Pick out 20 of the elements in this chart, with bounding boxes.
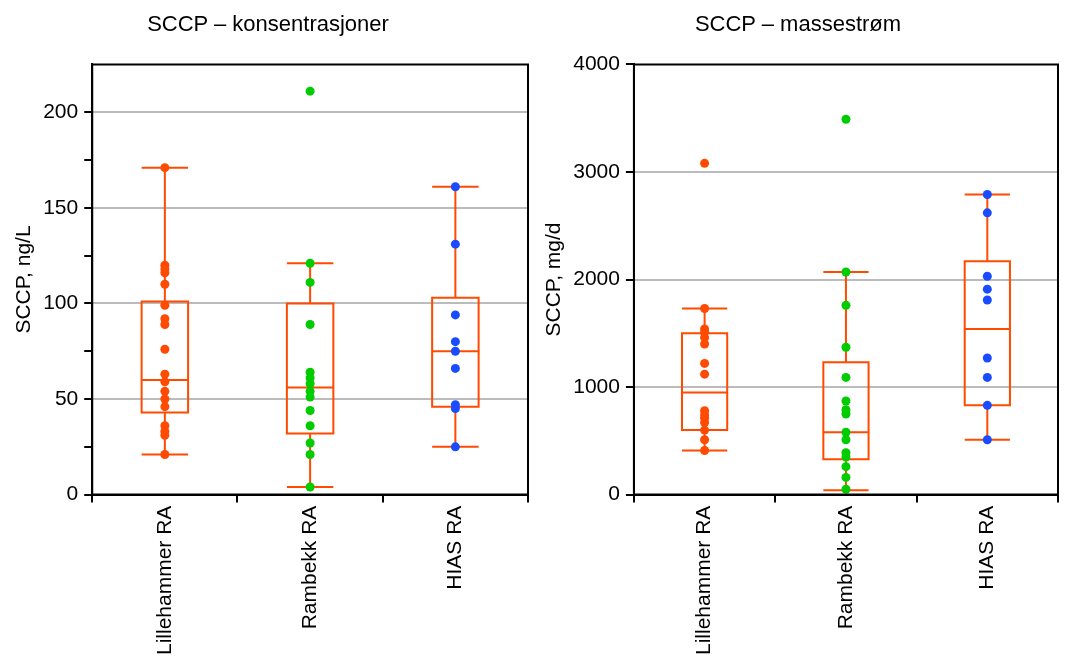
x-tick-label: Rambekk RA [296,505,320,630]
y-tick-label: 0 [608,481,620,505]
chart-title: SCCP – konsentrasjoner [147,11,389,37]
y-tick-label: 3000 [573,158,620,182]
y-tick-label: 100 [43,290,79,314]
y-tick-label: 4000 [573,51,620,75]
x-tick-label: Lillehammer RA [151,505,175,656]
x-tick-label: HIAS RA [442,505,466,590]
x-tick-label: Rambekk RA [832,505,856,630]
x-tick-label: HIAS RA [974,505,998,590]
y-tick-label: 2000 [573,266,620,290]
y-axis-title: SCCP, mg/d [541,222,565,337]
y-axis-title: SCCP, ng/L [11,225,35,334]
y-tick-label: 150 [43,194,79,218]
y-tick-label: 1000 [573,373,620,397]
chart-title: SCCP – massestrøm [694,11,902,37]
y-tick-label: 50 [54,385,79,409]
x-tick-label: Lillehammer RA [691,505,715,656]
y-tick-label: 200 [43,99,79,122]
y-tick-label: 0 [66,481,79,505]
